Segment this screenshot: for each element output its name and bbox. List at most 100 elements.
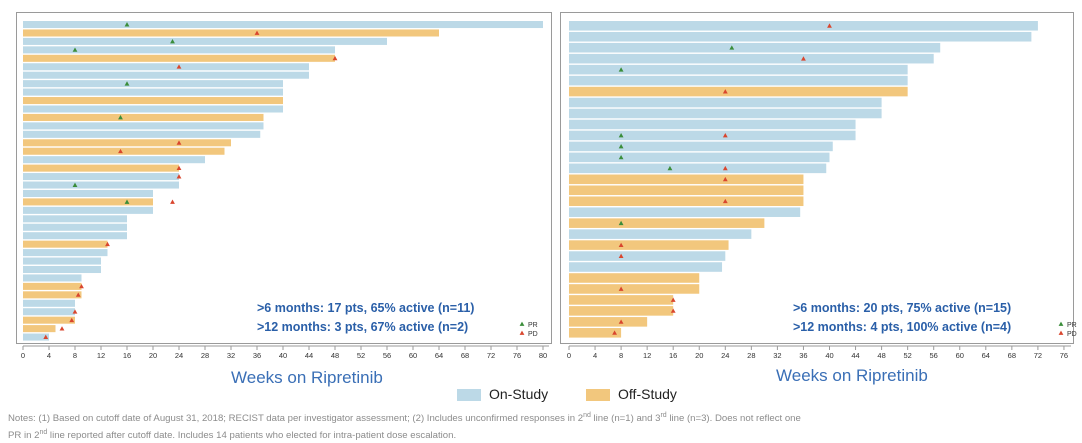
x-axis-title-left: Weeks on Ripretinib (231, 368, 383, 387)
x-tick-label: 60 (409, 351, 417, 360)
pr-marker (729, 45, 735, 50)
x-tick-label: 24 (175, 351, 183, 360)
x-tick-label: 32 (227, 351, 235, 360)
patient-bar (569, 284, 700, 294)
patient-bar (23, 215, 127, 223)
patient-bar (569, 152, 830, 163)
pd-marker (332, 55, 338, 61)
pd-marker (722, 133, 728, 138)
patient-bar (569, 108, 882, 119)
patient-bar (23, 232, 127, 240)
legend: On-Study Off-Study (457, 386, 711, 402)
x-tick-label: 48 (331, 351, 339, 360)
x-tick-label: 44 (851, 351, 859, 360)
pr-marker (618, 220, 624, 226)
notes-text-1: Notes: (1) Based on cutoff date of Augus… (8, 413, 584, 425)
patient-bar (23, 257, 101, 265)
patient-bar (23, 316, 75, 324)
legend-pr-marker (519, 321, 525, 326)
annotation-text: >12 months: 4 pts, 100% active (n=4) (793, 320, 1011, 334)
pr-marker (667, 165, 673, 171)
patient-bar (23, 223, 127, 231)
patient-bar (569, 174, 804, 185)
x-tick-label: 52 (357, 351, 365, 360)
pd-marker (72, 309, 78, 314)
patient-bar (23, 130, 261, 138)
patient-bar (23, 189, 153, 197)
pr-marker (72, 182, 78, 187)
patient-bar (23, 198, 153, 206)
pd-marker (722, 198, 728, 204)
legend-label-on-study: On-Study (489, 386, 549, 402)
patient-bar (569, 31, 1032, 42)
patient-bar (569, 75, 908, 86)
patient-bar (569, 229, 752, 239)
patient-bar (23, 80, 283, 88)
patient-bar (569, 97, 882, 108)
pd-marker (801, 56, 806, 61)
pr-marker (72, 47, 78, 52)
patient-bar (569, 251, 726, 261)
patient-bar (23, 147, 225, 155)
patient-bar (23, 249, 108, 257)
patient-bar (569, 328, 622, 338)
patient-bar (23, 156, 205, 164)
pd-marker (827, 23, 832, 28)
x-tick-label: 76 (513, 351, 521, 360)
pr-marker (124, 81, 130, 86)
patient-bar (23, 54, 335, 62)
patient-bar (569, 42, 941, 53)
x-tick-label: 36 (253, 351, 261, 360)
x-tick-label: 72 (1034, 351, 1042, 360)
patient-bar (569, 64, 908, 75)
notes-text-2: line (n=1) and 3 (590, 413, 661, 425)
pd-marker (618, 286, 624, 291)
patient-bar (23, 282, 82, 290)
chart-panel-right: 0 4 8 12 16 20 24 28 32 36 40 44 48 52 56 60 64 68 72 76 >6 … (560, 12, 1077, 360)
pd-marker (176, 165, 182, 171)
patient-bar (23, 274, 82, 282)
patient-bar (23, 139, 231, 147)
patient-bar (23, 291, 82, 299)
patient-bar (569, 295, 674, 305)
patient-bar (569, 218, 765, 228)
notes-text-4: PR in 2 (8, 430, 40, 442)
x-tick-label: 68 (461, 351, 469, 360)
pd-marker (118, 148, 123, 154)
chart-panel-left: 0 4 8 12 16 20 24 28 32 36 40 44 48 52 56 60 64 68 72 76 80 >… (16, 12, 552, 360)
legend-item-off-study: Off-Study (586, 386, 677, 402)
x-tick-label: 32 (773, 351, 781, 360)
x-tick-label: 4 (593, 351, 597, 360)
pd-marker (170, 199, 175, 204)
pd-marker (79, 283, 84, 289)
pd-marker (75, 292, 81, 297)
legend-pd-marker (519, 330, 525, 335)
x-tick-label: 28 (201, 351, 209, 360)
notes-sup-1: nd (583, 412, 591, 419)
pd-marker (618, 319, 624, 324)
x-tick-label: 20 (149, 351, 157, 360)
patient-bar (569, 317, 648, 327)
patient-bar (23, 71, 309, 79)
footnotes: Notes: (1) Based on cutoff date of Augus… (8, 409, 1008, 443)
patient-bar (23, 63, 309, 71)
pr-marker (618, 144, 624, 149)
pr-marker (618, 67, 624, 72)
annotation-text: >6 months: 20 pts, 75% active (n=15) (793, 301, 1011, 315)
patient-bar (23, 21, 543, 29)
notes-text-3: line (n=3). Does not reflect one (666, 413, 801, 425)
patient-bar (23, 308, 75, 316)
patient-bar (23, 105, 283, 113)
legend-label-off-study: Off-Study (618, 386, 677, 402)
x-tick-label: 24 (721, 351, 729, 360)
pr-marker (124, 199, 130, 204)
patient-bar (23, 206, 153, 214)
pd-marker (612, 330, 617, 335)
x-tick-label: 48 (877, 351, 885, 360)
pd-marker (722, 176, 728, 182)
patient-bar (569, 207, 801, 217)
patient-bar (569, 86, 908, 97)
x-tick-label: 44 (305, 351, 313, 360)
notes-sup-3: nd (39, 429, 48, 437)
pr-marker (618, 154, 624, 160)
